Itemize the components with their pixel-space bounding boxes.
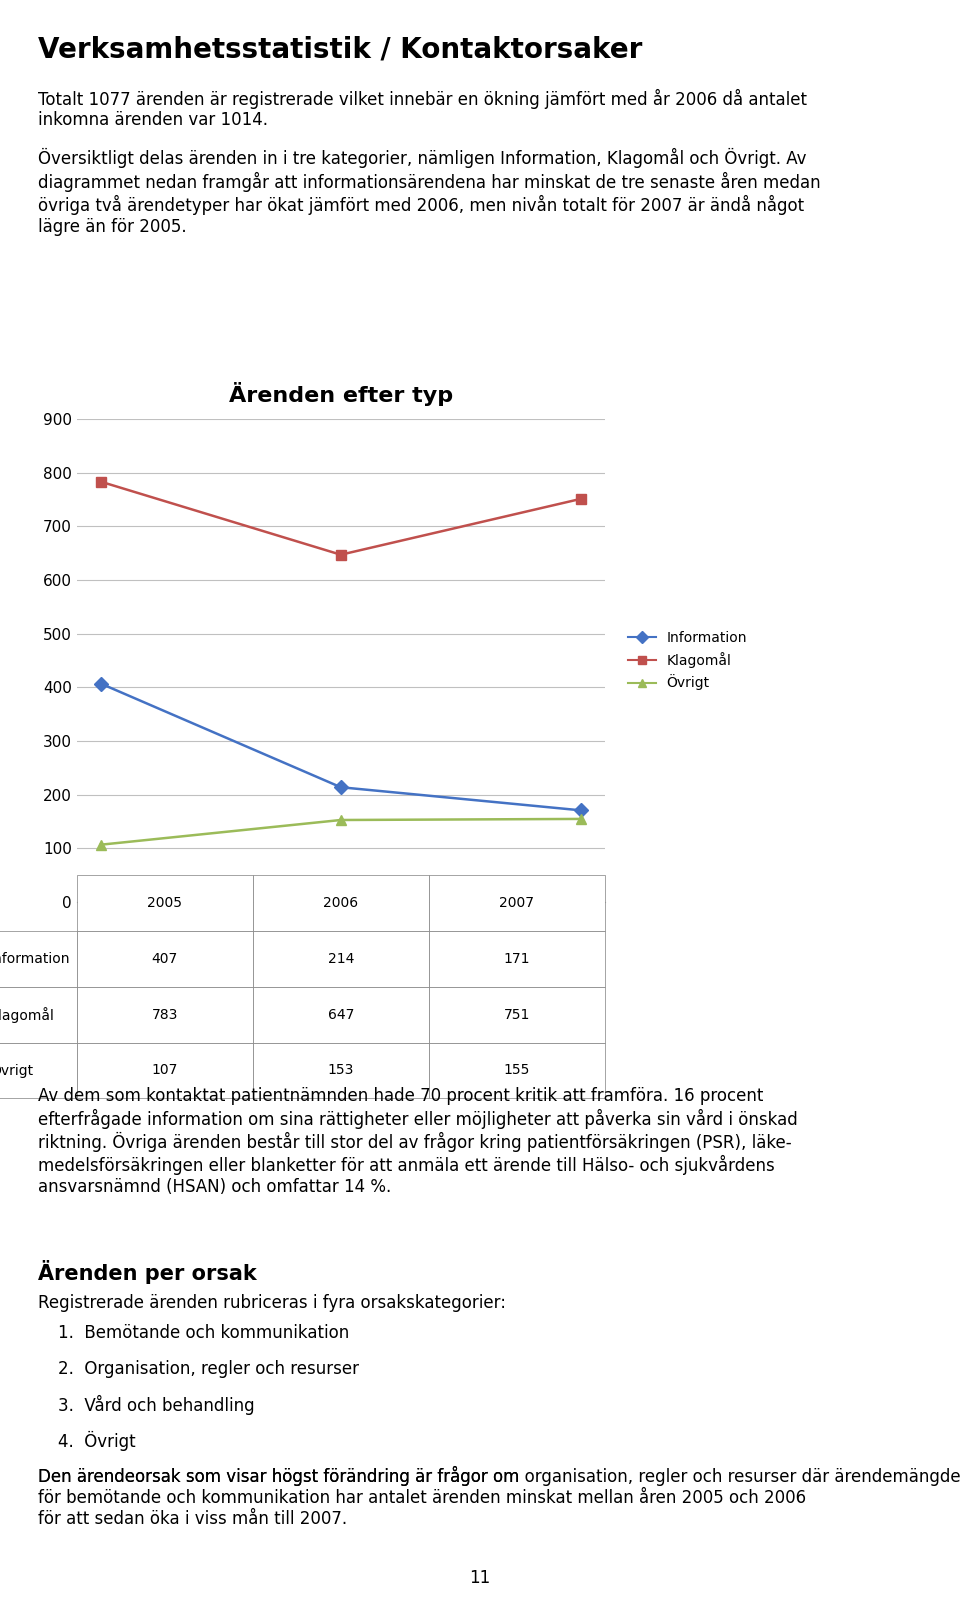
Text: Översiktligt delas ärenden in i tre kategorier, nämligen Information, Klagomål o: Översiktligt delas ärenden in i tre kate…: [38, 148, 821, 235]
Information: [335, 778, 347, 797]
Line: Klagomål: Klagomål: [96, 477, 586, 559]
Information: [95, 673, 107, 693]
Title: Ärenden efter typ: Ärenden efter typ: [228, 382, 453, 406]
Text: Den ärendeorsak som visar högst förändring är frågor om organisation, regler och: Den ärendeorsak som visar högst förändri…: [38, 1466, 960, 1527]
Legend: Information, Klagomål, Övrigt: Information, Klagomål, Övrigt: [622, 625, 753, 696]
Text: Registrerade ärenden rubriceras i fyra orsakskategorier:: Registrerade ärenden rubriceras i fyra o…: [38, 1294, 507, 1311]
Text: Av dem som kontaktat patientnämnden hade 70 procent kritik att framföra. 16 proc: Av dem som kontaktat patientnämnden hade…: [38, 1087, 798, 1195]
Text: 4.  Övrigt: 4. Övrigt: [58, 1431, 135, 1450]
Övrigt: [95, 834, 107, 854]
Klagomål: [575, 490, 587, 509]
Klagomål: [335, 545, 347, 564]
Klagomål: [95, 472, 107, 491]
Line: Information: Information: [96, 678, 586, 815]
Text: 2.  Organisation, regler och resurser: 2. Organisation, regler och resurser: [58, 1360, 359, 1377]
Line: Övrigt: Övrigt: [96, 814, 586, 849]
Text: Totalt 1077 ärenden är registrerade vilket innebär en ökning jämfört med år 2006: Totalt 1077 ärenden är registrerade vilk…: [38, 89, 807, 129]
Text: 11: 11: [469, 1569, 491, 1587]
Text: Den ärendeorsak som visar högst förändring är frågor om: Den ärendeorsak som visar högst förändri…: [38, 1466, 525, 1485]
Information: [575, 801, 587, 820]
Text: Verksamhetsstatistik / Kontaktorsaker: Verksamhetsstatistik / Kontaktorsaker: [38, 35, 643, 63]
Text: 1.  Bemötande och kommunikation: 1. Bemötande och kommunikation: [58, 1324, 348, 1342]
Text: Ärenden per orsak: Ärenden per orsak: [38, 1260, 257, 1284]
Övrigt: [575, 809, 587, 828]
Övrigt: [335, 810, 347, 830]
Text: 3.  Vård och behandling: 3. Vård och behandling: [58, 1395, 254, 1414]
